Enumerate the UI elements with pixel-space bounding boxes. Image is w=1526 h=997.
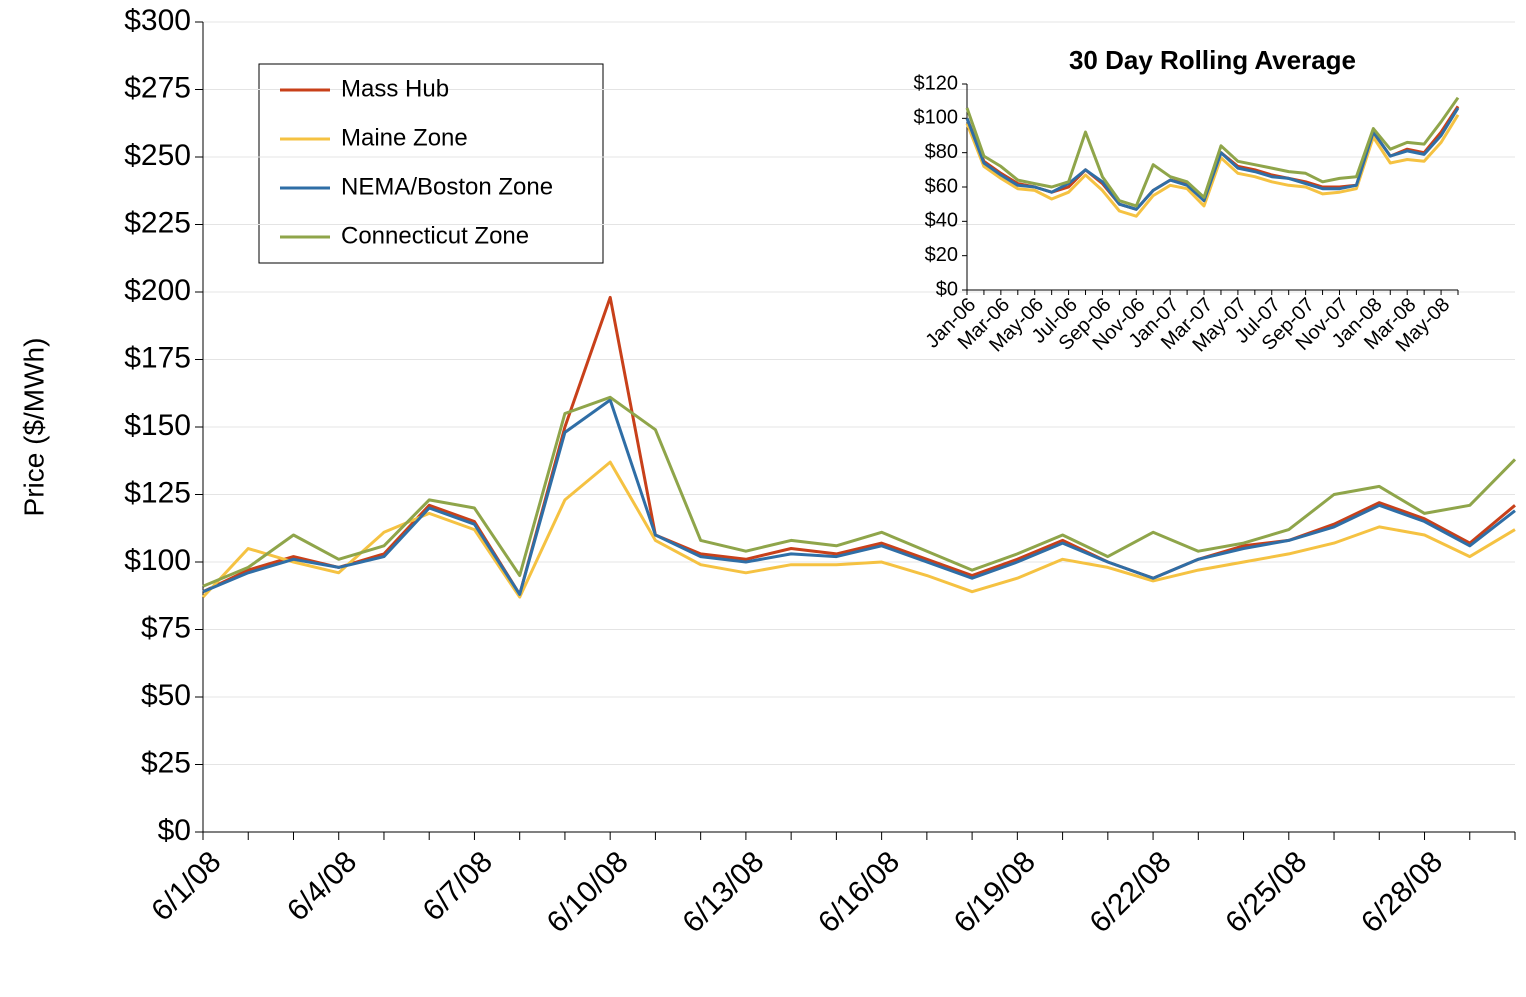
x-tick-label: 6/7/08 [417,845,499,927]
series-line [965,96,1460,208]
y-tick-label: $300 [124,4,191,37]
y-tick-label: $125 [124,476,191,509]
chart-title: 30 Day Rolling Average [1069,45,1356,75]
y-tick-label: $120 [914,72,959,94]
series-line [202,395,1517,588]
y-tick-label: $25 [141,746,191,779]
legend-label: Mass Hub [341,75,449,102]
y-axis-label: Price ($/MWh) [18,338,49,517]
x-tick-label: 6/19/08 [948,845,1042,939]
y-tick-label: $20 [925,244,958,266]
y-tick-label: $100 [124,544,191,577]
y-tick-label: $150 [124,409,191,442]
y-tick-label: $225 [124,206,191,239]
y-tick-label: $40 [925,210,958,232]
x-tick-label: 6/13/08 [676,845,770,939]
y-tick-label: $80 [925,141,958,163]
y-tick-label: $50 [141,679,191,712]
y-tick-label: $0 [936,278,958,300]
x-tick-label: 6/4/08 [281,845,363,927]
x-tick-label: 6/10/08 [541,845,635,939]
y-tick-label: $175 [124,341,191,374]
series-line [965,114,1460,218]
series-line [202,398,1516,596]
x-tick-label: 6/22/08 [1084,845,1178,939]
legend-label: NEMA/Boston Zone [341,173,553,200]
x-tick-label: 6/1/08 [145,845,227,927]
x-tick-label: 6/16/08 [812,845,906,939]
y-tick-label: $0 [158,814,191,847]
series-line [965,107,1460,211]
legend-box [258,63,604,264]
x-tick-label: 6/25/08 [1219,845,1313,939]
y-tick-label: $60 [925,175,958,197]
y-tick-label: $250 [124,139,191,172]
y-tick-label: $100 [914,107,959,129]
legend-label: Connecticut Zone [341,222,529,249]
y-tick-label: $75 [141,611,191,644]
x-tick-label: 6/28/08 [1355,845,1449,939]
y-tick-label: $200 [124,274,191,307]
y-tick-label: $275 [124,71,191,104]
legend-label: Maine Zone [341,124,468,151]
